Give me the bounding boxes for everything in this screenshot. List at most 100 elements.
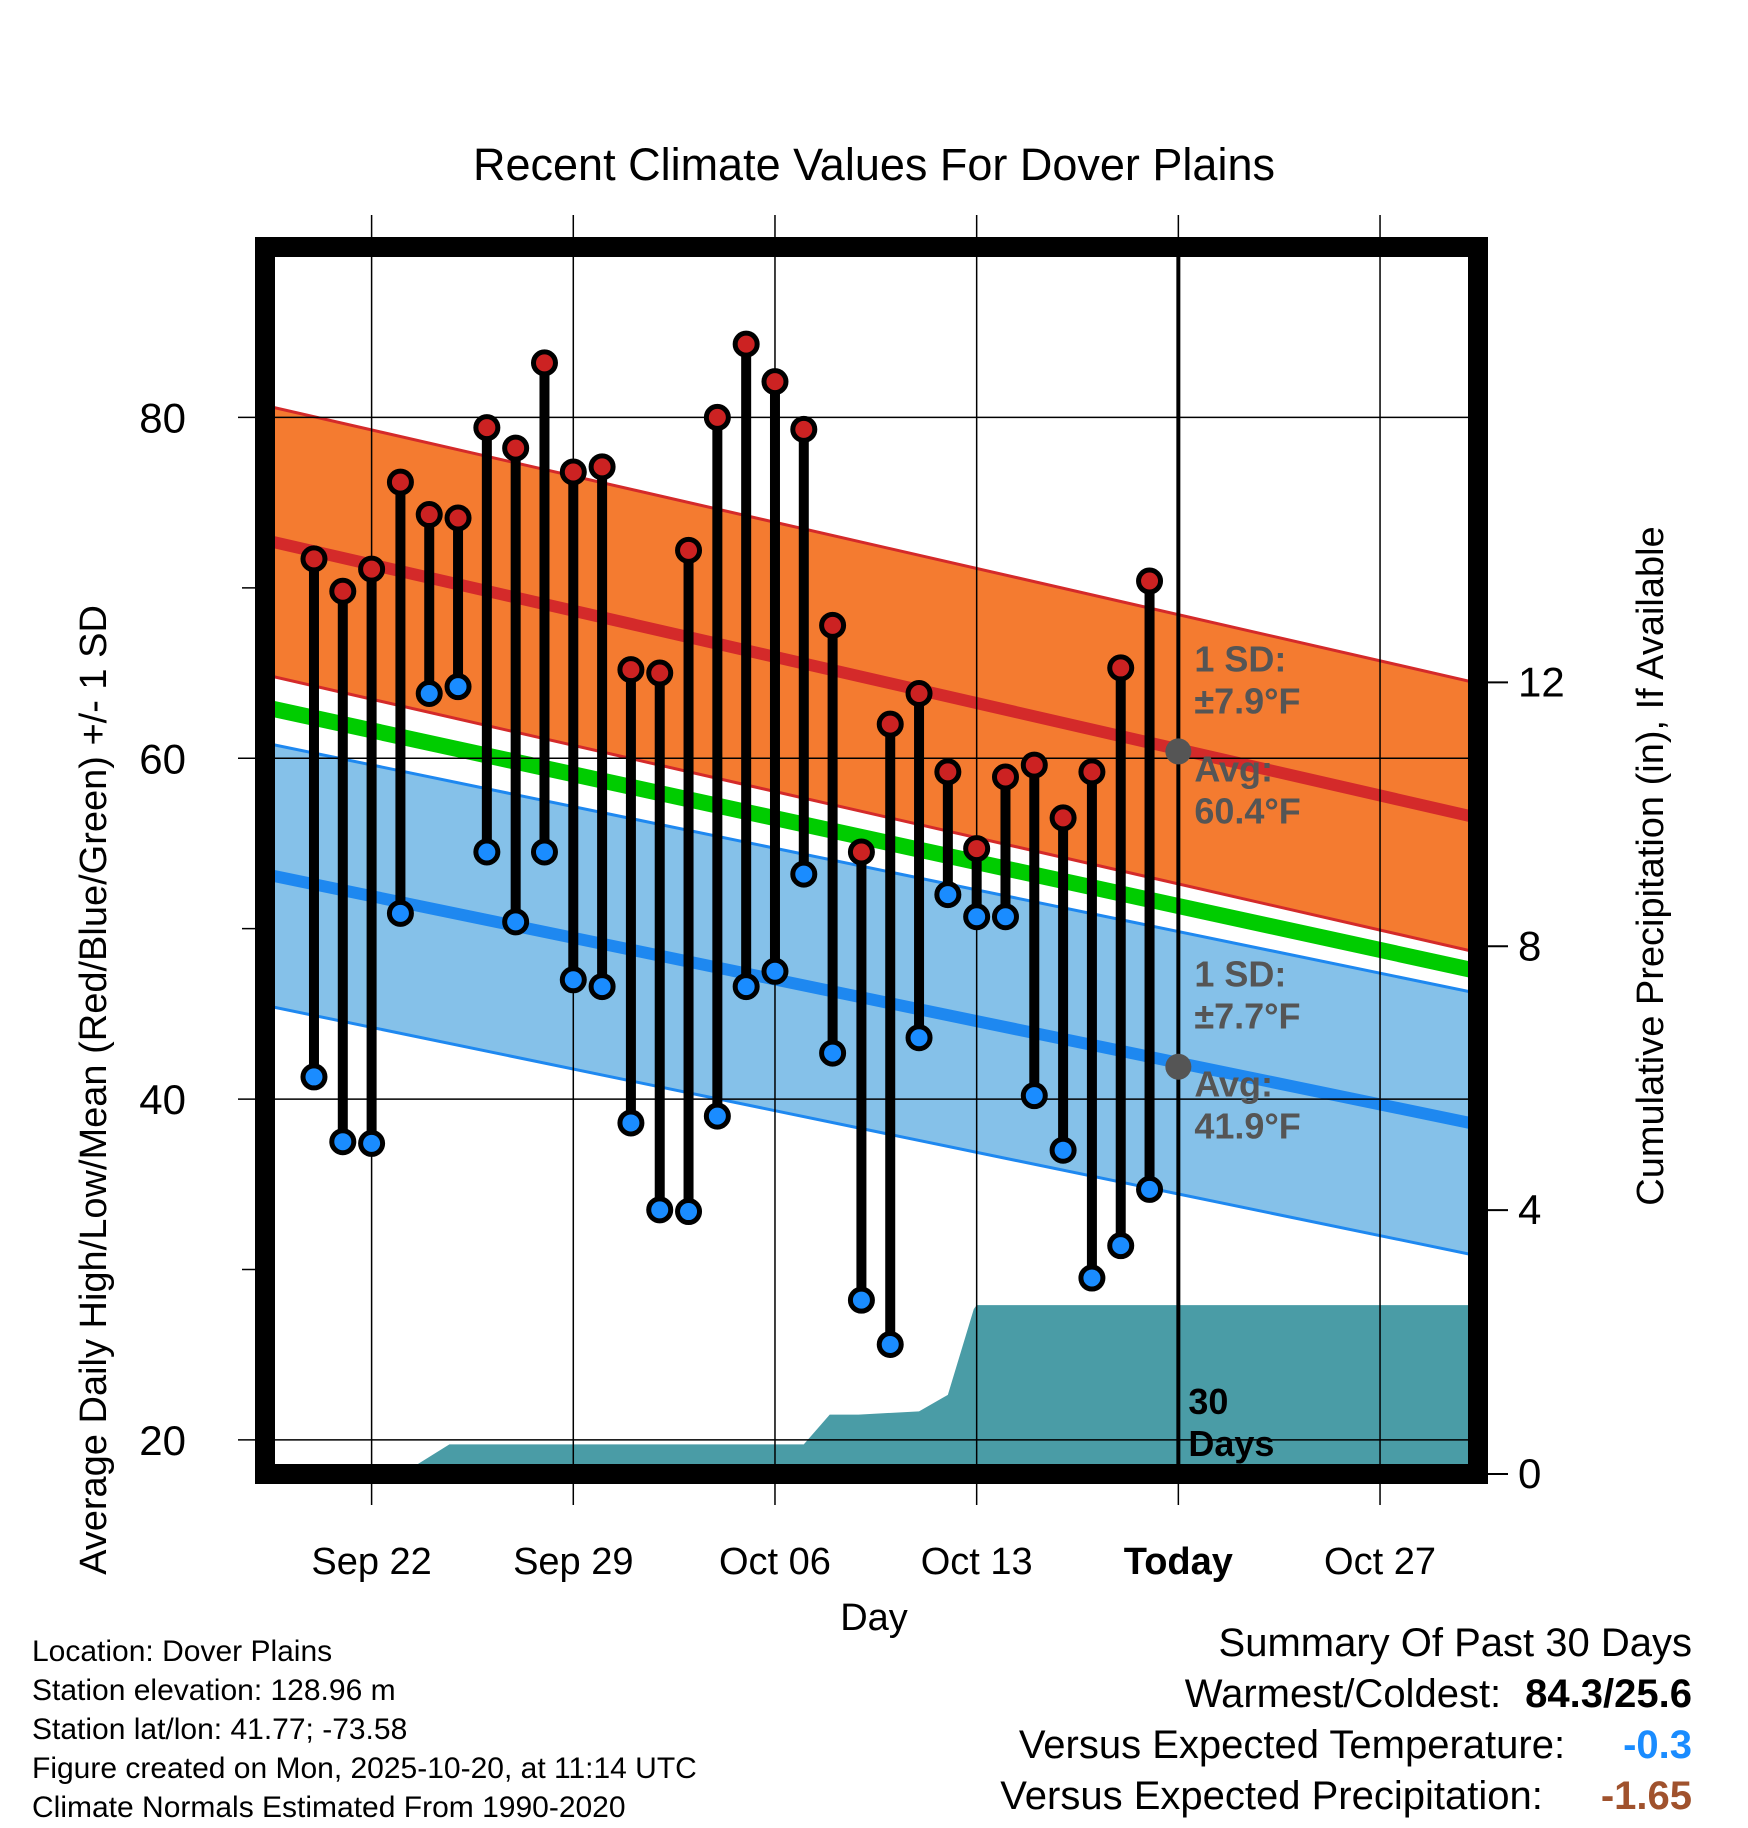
daily-high-point bbox=[300, 545, 328, 573]
daily-high-point bbox=[1049, 804, 1077, 832]
normal-high-line bbox=[265, 534, 1478, 824]
daily-high-point bbox=[905, 679, 933, 707]
low-sd-value: ±7.7°F bbox=[1194, 996, 1300, 1037]
daily-low-point bbox=[559, 966, 587, 994]
daily-high-point bbox=[559, 458, 587, 486]
daily-high-point bbox=[502, 434, 530, 462]
summary-panel: Summary Of Past 30 Days Warmest/Coldest:… bbox=[1000, 1618, 1692, 1822]
daily-low-point bbox=[1136, 1175, 1164, 1203]
y-axis-label: Average Daily High/Low/Mean (Red/Blue/Gr… bbox=[73, 605, 115, 1575]
daily-low-point bbox=[1049, 1136, 1077, 1164]
daily-high-point bbox=[991, 763, 1019, 791]
daily-high-point bbox=[847, 838, 875, 866]
daily-low-point bbox=[300, 1063, 328, 1091]
precip-label: Versus Expected Precipitation: bbox=[1000, 1774, 1543, 1818]
daily-low-point bbox=[905, 1024, 933, 1052]
today-high-avg-marker bbox=[1165, 738, 1192, 765]
daily-low-point bbox=[386, 899, 414, 927]
temp-value: -0.3 bbox=[1623, 1723, 1692, 1767]
low-avg-value: 41.9°F bbox=[1194, 1106, 1300, 1147]
daily-low-point bbox=[675, 1198, 703, 1226]
info-created: Figure created on Mon, 2025-10-20, at 11… bbox=[32, 1752, 697, 1785]
daily-low-point bbox=[1107, 1232, 1135, 1260]
y2-tick-label: 12 bbox=[1518, 658, 1565, 705]
y2-tick-label: 8 bbox=[1518, 922, 1541, 969]
daily-low-point bbox=[761, 957, 789, 985]
daily-low-point bbox=[329, 1128, 357, 1156]
x-axis-label: Day bbox=[840, 1597, 908, 1639]
daily-high-point bbox=[473, 414, 501, 442]
daily-low-point bbox=[646, 1196, 674, 1224]
daily-high-point bbox=[444, 504, 472, 532]
daily-high-point bbox=[675, 536, 703, 564]
station-info: Location: Dover Plains Station elevation… bbox=[32, 1632, 697, 1827]
normal-low-upper-edge bbox=[265, 741, 1478, 995]
normal-low-line bbox=[265, 868, 1478, 1131]
y-tick-label: 60 bbox=[139, 735, 186, 782]
temp-label: Versus Expected Temperature: bbox=[1018, 1723, 1566, 1767]
summary-temp: Versus Expected Temperature: -0.3 bbox=[1000, 1720, 1692, 1771]
info-location: Location: Dover Plains bbox=[32, 1635, 333, 1668]
daily-low-point bbox=[415, 679, 443, 707]
high-sd-value: ±7.9°F bbox=[1194, 680, 1300, 721]
low-sd-label: 1 SD: bbox=[1194, 954, 1286, 995]
daily-high-point bbox=[819, 611, 847, 639]
daily-high-point bbox=[963, 835, 991, 863]
daily-low-point bbox=[847, 1286, 875, 1314]
daily-high-point bbox=[1020, 751, 1048, 779]
daily-low-point bbox=[790, 860, 818, 888]
plot-frame bbox=[255, 237, 1488, 1484]
summary-warm-cold: Warmest/Coldest: 84.3/25.6 bbox=[1000, 1669, 1692, 1720]
y2-axis-label: Cumulative Precipitation (in), If Availa… bbox=[1630, 526, 1672, 1205]
high-sd-label: 1 SD: bbox=[1194, 638, 1286, 679]
daily-high-point bbox=[703, 403, 731, 431]
precipitation-area bbox=[334, 1305, 1478, 1474]
normal-high-lower-edge bbox=[265, 673, 1478, 954]
daily-low-point bbox=[991, 903, 1019, 931]
days-unit-label: Days bbox=[1188, 1423, 1274, 1464]
daily-low-point bbox=[444, 673, 472, 701]
daily-high-point bbox=[790, 415, 818, 443]
chart-title: Recent Climate Values For Dover Plains bbox=[473, 139, 1275, 190]
daily-low-point bbox=[502, 908, 530, 936]
summary-precip: Versus Expected Precipitation: -1.65 bbox=[1000, 1771, 1692, 1822]
plot-inner bbox=[265, 404, 1478, 1474]
daily-high-point bbox=[415, 501, 443, 529]
normal-low-lower-edge bbox=[265, 1003, 1478, 1258]
daily-high-point bbox=[1107, 654, 1135, 682]
x-tick-label: Oct 13 bbox=[921, 1541, 1033, 1583]
daily-high-point bbox=[617, 656, 645, 684]
summary-title: Summary Of Past 30 Days bbox=[1218, 1621, 1692, 1665]
daily-low-point bbox=[732, 973, 760, 1001]
daily-low-point bbox=[588, 973, 616, 1001]
daily-low-point bbox=[617, 1109, 645, 1137]
x-tick-label: Today bbox=[1124, 1541, 1233, 1583]
daily-high-point bbox=[530, 349, 558, 377]
daily-low-point bbox=[819, 1039, 847, 1067]
daily-high-point bbox=[1136, 567, 1164, 595]
y2-tick-label: 0 bbox=[1518, 1450, 1541, 1497]
y-tick-label: 40 bbox=[139, 1076, 186, 1123]
normal-mean-line bbox=[265, 699, 1478, 980]
high-avg-label: Avg: bbox=[1194, 748, 1273, 789]
daily-high-point bbox=[646, 659, 674, 687]
daily-low-point bbox=[1020, 1082, 1048, 1110]
daily-low-point bbox=[934, 881, 962, 909]
y-tick-label: 20 bbox=[139, 1417, 186, 1464]
daily-low-point bbox=[963, 903, 991, 931]
daily-high-point bbox=[732, 330, 760, 358]
info-elevation: Station elevation: 128.96 m bbox=[32, 1674, 396, 1707]
normal-high-upper-edge bbox=[265, 404, 1478, 685]
daily-high-point bbox=[329, 577, 357, 605]
precip-value: -1.65 bbox=[1600, 1774, 1692, 1818]
daily-high-point bbox=[934, 758, 962, 786]
daily-low-point bbox=[473, 838, 501, 866]
daily-high-point bbox=[386, 468, 414, 496]
y2-tick-label: 4 bbox=[1518, 1186, 1541, 1233]
daily-high-point bbox=[588, 453, 616, 481]
daily-low-point bbox=[703, 1102, 731, 1130]
x-tick-label: Oct 27 bbox=[1324, 1541, 1436, 1583]
daily-low-point bbox=[1078, 1264, 1106, 1292]
